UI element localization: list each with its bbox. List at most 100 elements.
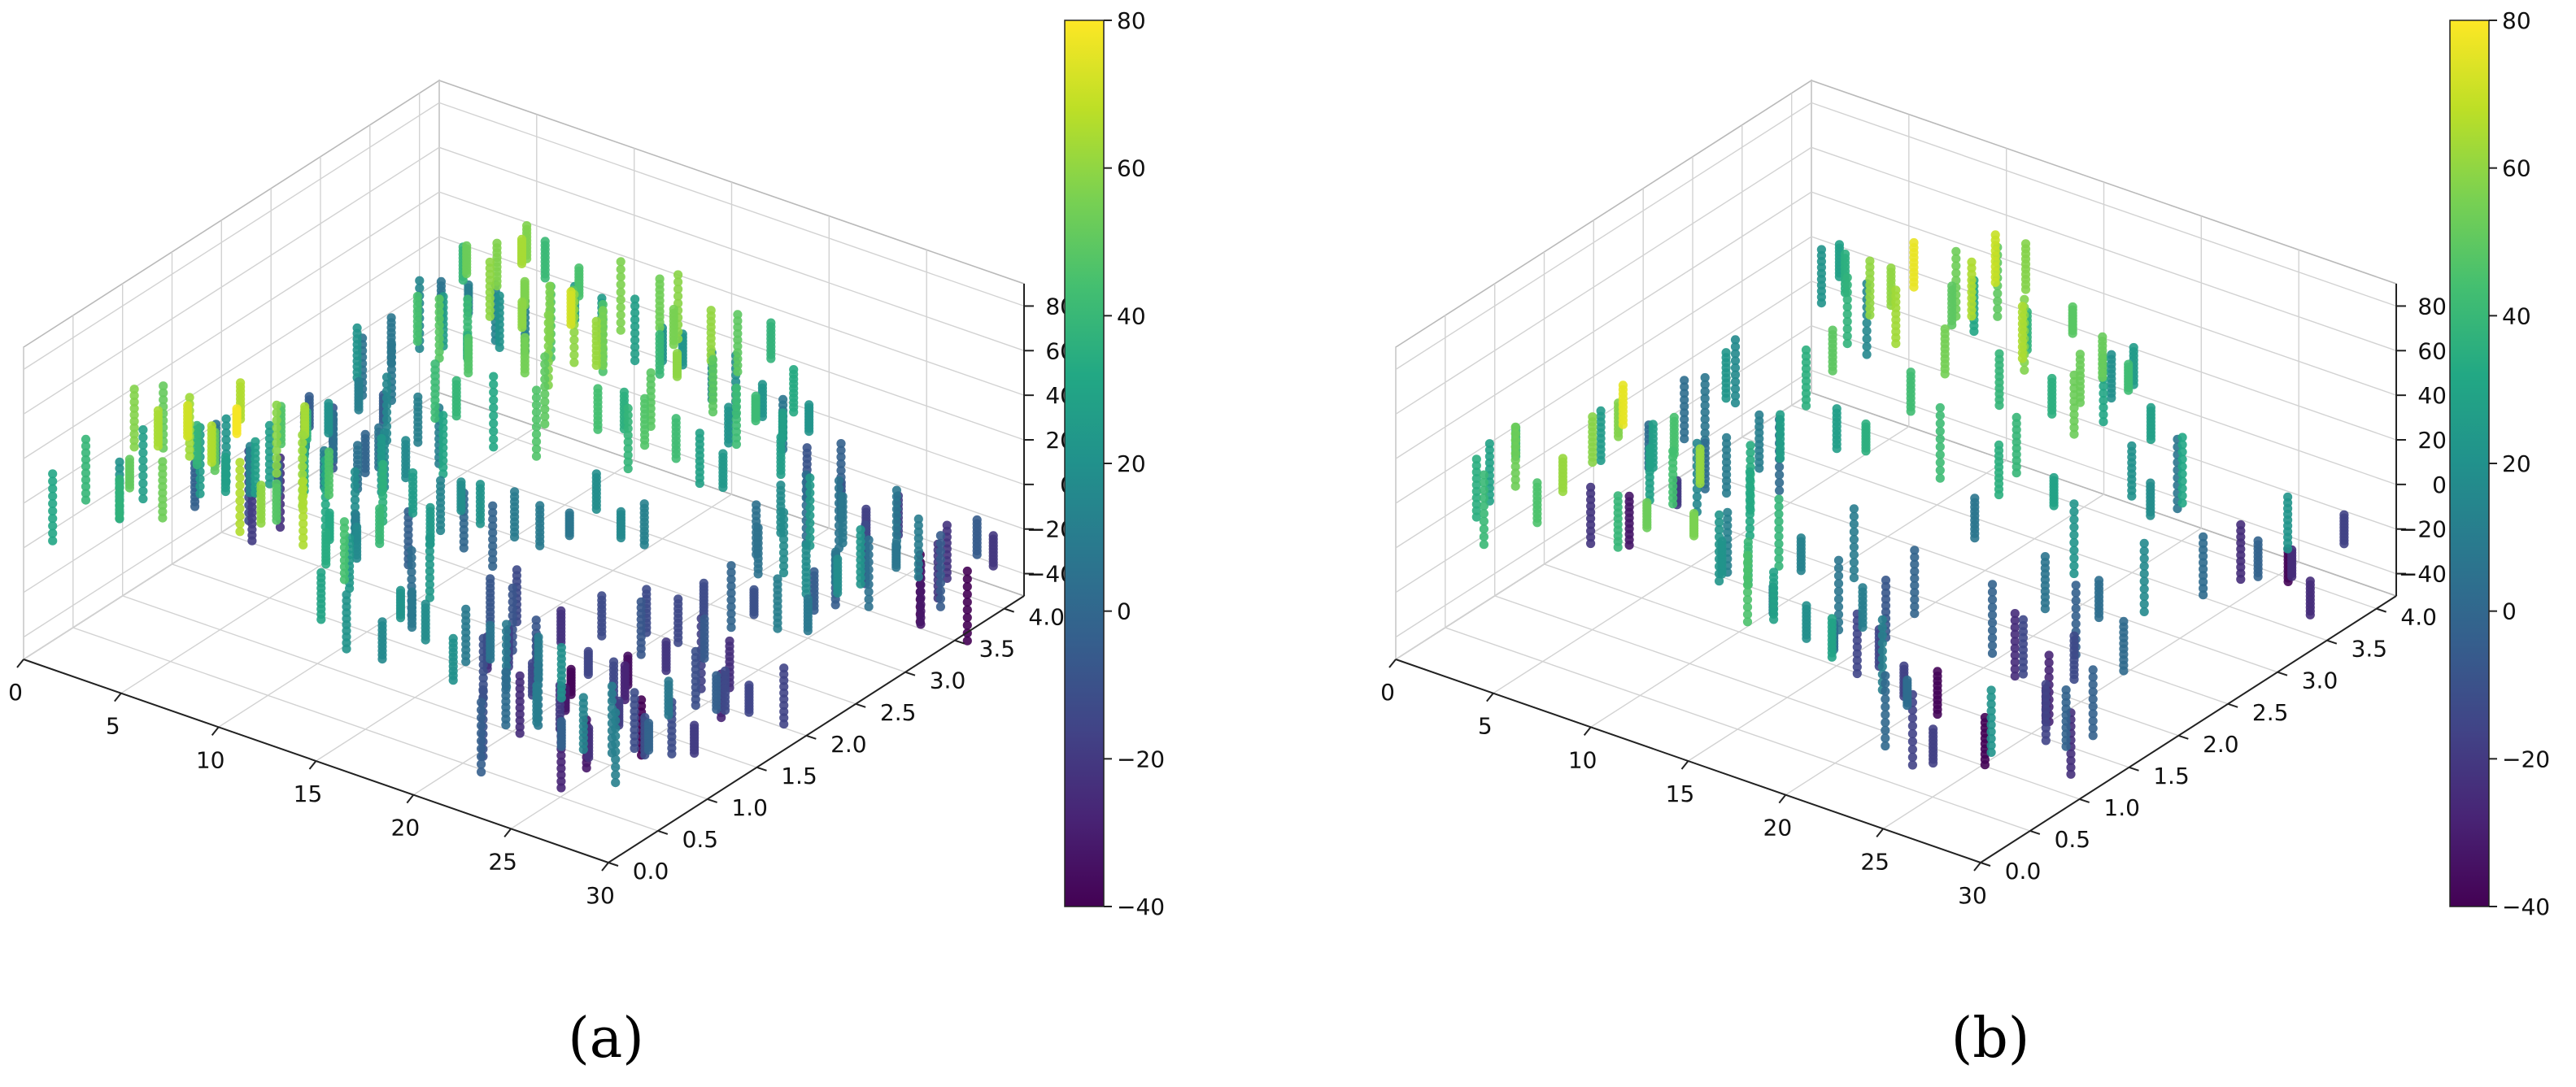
data-point xyxy=(2061,716,2071,726)
data-point xyxy=(1479,493,1489,503)
data-point xyxy=(531,400,542,410)
data-point xyxy=(158,513,168,523)
data-point xyxy=(708,407,718,417)
data-point xyxy=(2069,675,2079,685)
point-column xyxy=(672,349,682,381)
point-column xyxy=(2253,536,2263,581)
data-point xyxy=(1774,494,1784,504)
point-column xyxy=(695,428,704,489)
data-point xyxy=(1842,280,1852,290)
data-point xyxy=(2010,623,2020,633)
data-point xyxy=(535,541,545,550)
data-point xyxy=(489,426,499,437)
data-point xyxy=(2107,393,2116,403)
point-column xyxy=(434,294,444,363)
data-point xyxy=(1891,339,1901,349)
data-point xyxy=(2177,476,2187,486)
z-tick-label: 60 xyxy=(2417,337,2447,364)
data-point xyxy=(515,715,525,725)
data-point xyxy=(1471,467,1481,477)
data-point xyxy=(531,615,541,625)
point-column xyxy=(642,585,652,637)
data-point xyxy=(778,567,789,578)
data-point xyxy=(643,746,654,755)
data-point xyxy=(2071,611,2081,621)
data-point xyxy=(1910,580,1920,590)
data-point xyxy=(913,572,923,582)
data-point xyxy=(438,450,448,459)
data-point xyxy=(464,368,473,378)
data-point xyxy=(726,561,736,571)
data-point xyxy=(2177,454,2187,464)
data-point xyxy=(2339,539,2349,549)
data-point xyxy=(350,502,360,512)
x-tick-label: 10 xyxy=(196,746,225,773)
data-point xyxy=(221,414,231,424)
data-point xyxy=(488,548,498,558)
data-point xyxy=(2069,568,2079,579)
data-point xyxy=(540,367,550,376)
data-point xyxy=(1827,652,1837,662)
data-point xyxy=(235,473,245,483)
data-point xyxy=(339,549,349,559)
data-point xyxy=(731,427,742,437)
data-point xyxy=(1849,558,1859,567)
data-point xyxy=(2020,365,2029,375)
point-column xyxy=(690,720,700,759)
data-point xyxy=(430,413,440,423)
data-point xyxy=(2010,650,2020,660)
data-point xyxy=(1775,470,1785,480)
data-point xyxy=(1742,572,1753,583)
data-point xyxy=(836,459,846,469)
data-point xyxy=(856,579,865,589)
point-column xyxy=(1588,412,1597,467)
data-point xyxy=(129,385,139,394)
data-point xyxy=(502,647,512,657)
data-point xyxy=(1479,509,1489,519)
point-column xyxy=(1774,494,1784,571)
data-point xyxy=(129,416,139,426)
point-column xyxy=(776,433,786,480)
data-point xyxy=(489,387,499,397)
data-point xyxy=(508,604,517,614)
data-point xyxy=(1987,618,1998,628)
data-point xyxy=(1700,380,1710,389)
data-point xyxy=(1986,713,1996,723)
y-tick-mark xyxy=(1004,607,1014,613)
y-tick-mark xyxy=(2178,734,2189,740)
data-point xyxy=(630,719,639,728)
data-point xyxy=(81,434,91,445)
point-column xyxy=(751,391,761,426)
data-point xyxy=(2066,755,2076,766)
point-column xyxy=(540,352,550,429)
data-point xyxy=(913,546,923,556)
data-point xyxy=(2066,769,2076,779)
data-point xyxy=(2068,328,2077,338)
data-point xyxy=(2146,435,2155,445)
data-point xyxy=(1951,246,1961,256)
data-point xyxy=(477,767,486,777)
point-column xyxy=(856,525,865,589)
data-point xyxy=(1906,407,1916,416)
data-point xyxy=(1987,580,1998,589)
data-point xyxy=(1801,401,1811,411)
data-point xyxy=(2047,409,2057,419)
point-column xyxy=(556,716,566,751)
data-point xyxy=(1715,517,1724,528)
data-point xyxy=(1842,294,1852,305)
data-point xyxy=(805,533,815,543)
data-point xyxy=(1849,511,1859,521)
data-point xyxy=(339,575,349,585)
data-point xyxy=(2139,538,2149,549)
data-point xyxy=(1881,733,1890,743)
data-point xyxy=(805,480,815,490)
data-point xyxy=(1745,467,1754,477)
data-point xyxy=(425,586,435,596)
data-point xyxy=(1881,702,1890,712)
data-point xyxy=(779,713,789,723)
x-gridline xyxy=(1395,80,1812,660)
point-column xyxy=(566,287,576,329)
data-point xyxy=(1700,386,1710,397)
data-point xyxy=(1614,432,1624,441)
data-point xyxy=(272,446,281,455)
